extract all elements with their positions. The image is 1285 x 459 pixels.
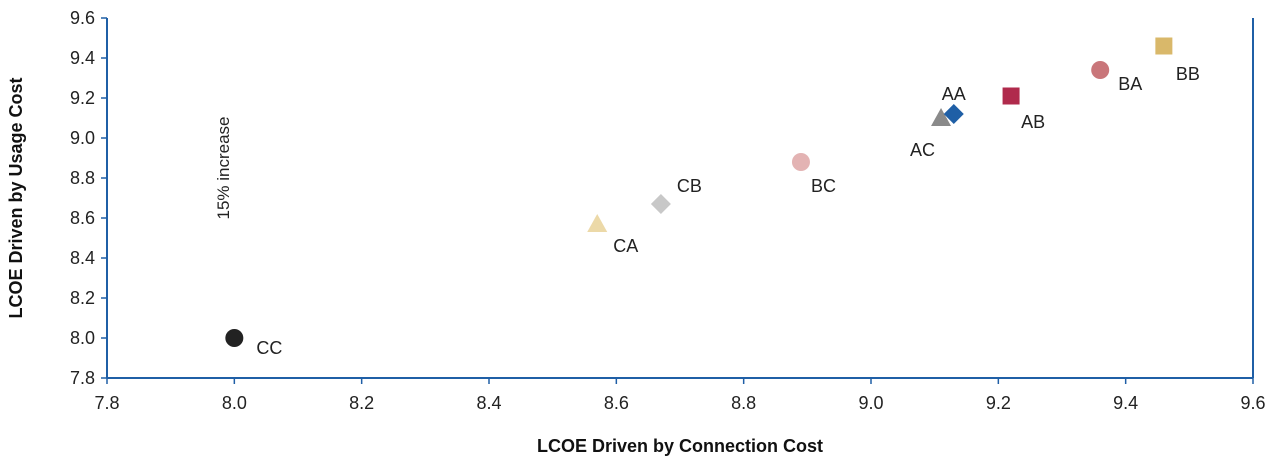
marker-circle [1091, 61, 1110, 79]
point-label: AA [942, 84, 966, 104]
x-tick-label: 9.2 [986, 393, 1011, 413]
point-label: AB [1021, 112, 1045, 132]
y-tick-label: 8.2 [70, 288, 95, 308]
point-label: CB [677, 176, 702, 196]
marker-square [1002, 87, 1020, 105]
annotation-text: 15% increase [214, 116, 233, 219]
marker-square [1155, 37, 1173, 55]
marker-triangle [931, 108, 952, 126]
y-tick-label: 8.0 [70, 328, 95, 348]
data-point-ab: AB [1002, 87, 1045, 132]
data-point-aa: AA [942, 84, 966, 124]
x-tick-label: 8.2 [349, 393, 374, 413]
y-tick-label: 8.4 [70, 248, 95, 268]
data-point-bc: BC [791, 153, 836, 196]
x-tick-label: 9.4 [1113, 393, 1138, 413]
x-tick-labels: 7.8 8.0 8.2 8.4 8.6 8.8 9.0 9.2 9.4 9.6 [94, 393, 1265, 413]
x-axis-title: LCOE Driven by Connection Cost [537, 436, 823, 456]
point-label: BB [1176, 64, 1200, 84]
y-tick-label: 8.8 [70, 168, 95, 188]
axes [101, 17, 1254, 384]
x-tick-label: 9.6 [1240, 393, 1265, 413]
marker-triangle [587, 214, 608, 232]
point-label: BA [1118, 74, 1142, 94]
y-tick-label: 9.0 [70, 128, 95, 148]
y-tick-label: 9.2 [70, 88, 95, 108]
y-tick-label: 8.6 [70, 208, 95, 228]
point-label: AC [910, 140, 935, 160]
y-tick-label: 9.6 [70, 8, 95, 28]
point-label: BC [811, 176, 836, 196]
marker-diamond [650, 194, 671, 214]
data-point-ac: AC [910, 108, 952, 160]
data-point-ba: BA [1091, 61, 1142, 94]
y-tick-label: 7.8 [70, 368, 95, 388]
marker-circle [791, 153, 810, 171]
data-point-cb: CB [650, 176, 702, 214]
x-tick-label: 8.4 [476, 393, 501, 413]
data-points: CC CA CB BC AC AA AB BA BB [225, 37, 1200, 358]
y-tick-label: 9.4 [70, 48, 95, 68]
x-tick-label: 9.0 [858, 393, 883, 413]
point-label: CA [613, 236, 638, 256]
data-point-bb: BB [1155, 37, 1200, 84]
x-tick-label: 8.6 [604, 393, 629, 413]
point-label: CC [256, 338, 282, 358]
x-tick-label: 7.8 [94, 393, 119, 413]
x-tick-label: 8.0 [222, 393, 247, 413]
x-tick-label: 8.8 [731, 393, 756, 413]
y-tick-labels: 7.8 8.0 8.2 8.4 8.6 8.8 9.0 9.2 9.4 9.6 [70, 8, 95, 388]
marker-circle [225, 329, 244, 347]
data-point-ca: CA [587, 214, 638, 256]
marker-diamond [943, 104, 964, 124]
y-axis-title: LCOE Driven by Usage Cost [6, 77, 26, 318]
data-point-cc: CC [225, 329, 282, 358]
